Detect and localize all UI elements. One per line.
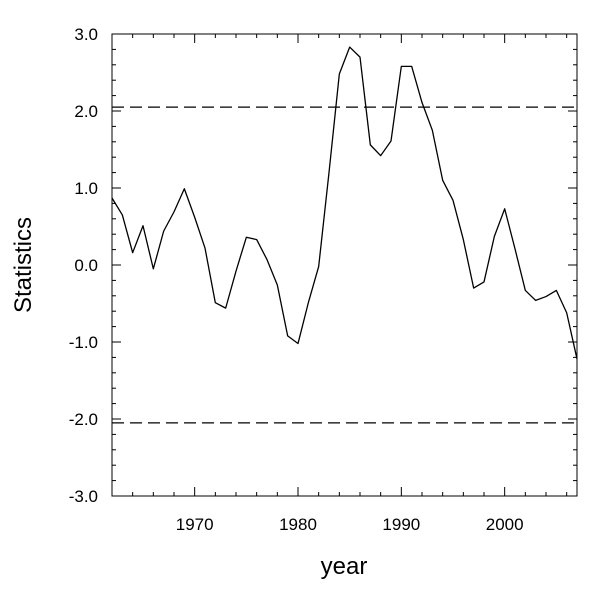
series-line-0 — [111, 46, 578, 360]
reference-lines — [112, 106, 577, 424]
x-tick-label: 1990 — [382, 515, 420, 534]
y-tick-label: -2.0 — [69, 410, 98, 429]
x-tick-label: 1970 — [176, 515, 214, 534]
x-tick-label: 1980 — [279, 515, 317, 534]
y-tick-label: 3.0 — [74, 25, 98, 44]
plot-frame — [111, 33, 578, 497]
y-tick-label: -1.0 — [69, 333, 98, 352]
x-tick-labels: 1970 1980 1990 2000 — [176, 515, 524, 534]
x-axis-title: year — [321, 553, 368, 580]
y-axis-title: Statistics — [10, 217, 37, 313]
y-tick-labels: 3.0 2.0 1.0 0.0 -1.0 -2.0 -3.0 — [69, 25, 98, 506]
x-tick-label: 2000 — [486, 515, 524, 534]
y-tick-label: 1.0 — [74, 179, 98, 198]
y-tick-label: 2.0 — [74, 102, 98, 121]
y-tick-label: -3.0 — [69, 487, 98, 506]
data-series — [111, 46, 578, 360]
y-tick-label: 0.0 — [74, 256, 98, 275]
axis-ticks — [111, 33, 577, 497]
